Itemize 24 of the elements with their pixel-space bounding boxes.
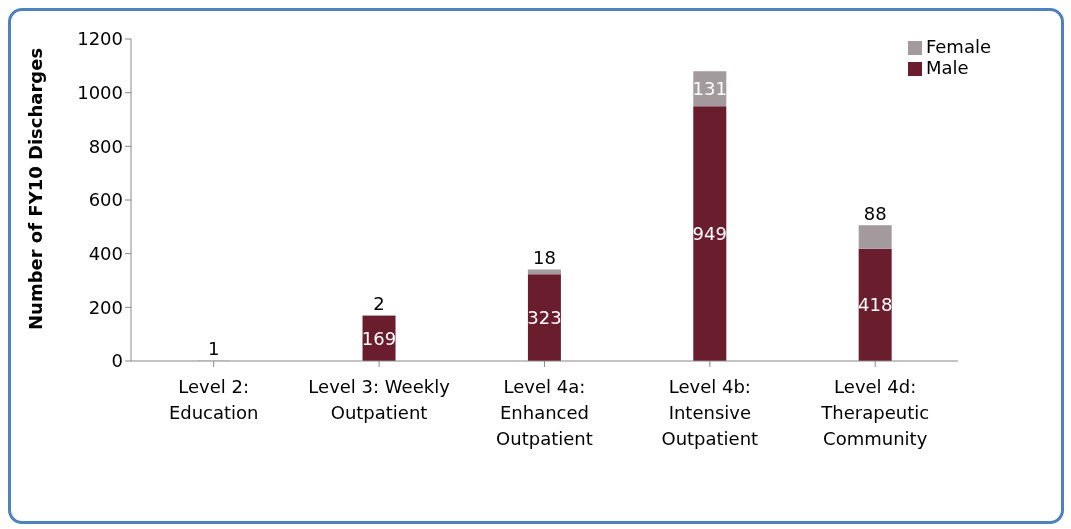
y-axis-title: Number of FY10 Discharges — [25, 47, 47, 330]
data-label: 18 — [532, 247, 556, 268]
data-label: 169 — [361, 327, 397, 349]
x-tick-label: Level 4d: Therapeutic Community — [820, 376, 930, 449]
data-label: 1 — [207, 338, 220, 360]
y-tick-label: 600 — [88, 189, 123, 211]
data-label: 88 — [863, 202, 887, 224]
data-label: 418 — [858, 294, 893, 316]
data-label: 2 — [373, 292, 385, 314]
x-tick-label: Level 4b: Intensive Outpatient — [661, 376, 759, 449]
x-tick-label: Level 2: Education — [168, 376, 259, 423]
x-tick-label: Level 4a: Enhanced Outpatient — [496, 376, 593, 449]
y-tick-label: 200 — [88, 296, 123, 318]
legend-label: Male — [925, 57, 969, 78]
data-label: 949 — [692, 223, 727, 245]
y-tick-label: 0 — [111, 350, 123, 372]
x-tick-label: Level 3: Weekly Outpatient — [308, 376, 451, 423]
y-tick-label: 400 — [88, 243, 123, 265]
legend-label: Female — [925, 36, 991, 57]
data-label: 323 — [527, 307, 562, 329]
y-tick-label: 800 — [88, 135, 123, 157]
y-tick-label: 1200 — [77, 28, 123, 50]
data-label: 131 — [692, 78, 727, 100]
y-tick-label: 1000 — [77, 82, 123, 104]
